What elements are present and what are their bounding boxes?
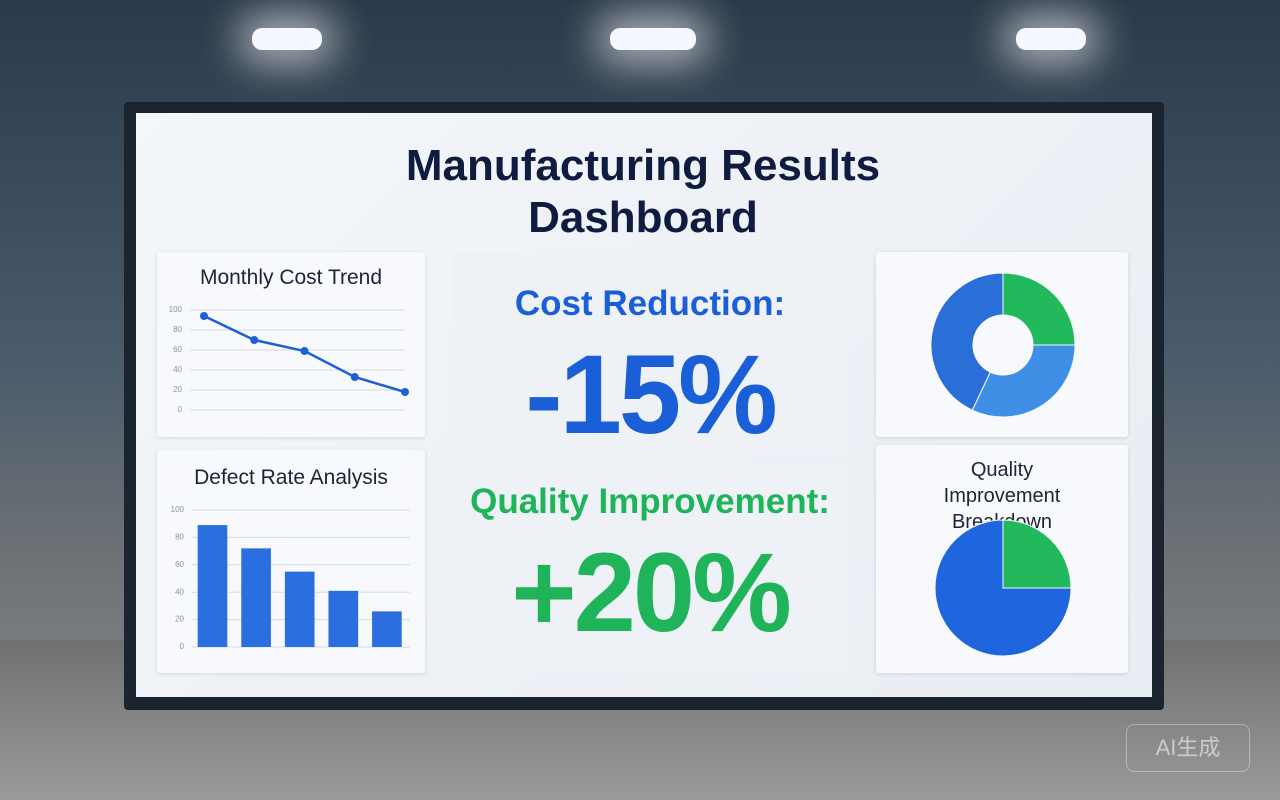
bar bbox=[197, 525, 228, 647]
bar bbox=[372, 611, 402, 647]
y-tick-label: 80 bbox=[173, 325, 182, 334]
chart-title: Defect Rate Analysis bbox=[194, 466, 388, 489]
kpi-panel bbox=[452, 465, 847, 673]
point bbox=[200, 312, 208, 320]
bar bbox=[328, 590, 359, 647]
slice bbox=[1002, 272, 1076, 346]
y-tick-label: 0 bbox=[178, 405, 183, 414]
kpi-value: -15% bbox=[525, 332, 777, 457]
y-tick-label: 40 bbox=[173, 365, 182, 374]
y-tick-label: 100 bbox=[169, 305, 183, 314]
point bbox=[401, 388, 409, 396]
y-tick-label: 20 bbox=[175, 615, 184, 624]
lamp bbox=[610, 28, 696, 50]
chart-title: Monthly Cost Trend bbox=[199, 266, 383, 289]
slice bbox=[1002, 519, 1072, 589]
point bbox=[350, 373, 359, 381]
y-tick-label: 100 bbox=[171, 505, 185, 514]
panel: Monthly Cost Trend bbox=[157, 252, 425, 437]
y-tick-label: 0 bbox=[180, 642, 185, 651]
lamp bbox=[1016, 28, 1086, 50]
bar bbox=[284, 571, 315, 647]
watermark: AI生成 bbox=[1126, 724, 1250, 772]
y-tick-label: 40 bbox=[175, 587, 184, 596]
bar bbox=[241, 548, 271, 647]
y-tick-label: 80 bbox=[175, 533, 184, 542]
kpi-panel bbox=[452, 252, 847, 457]
kpi-value: +20% bbox=[511, 530, 792, 655]
y-tick-label: 60 bbox=[175, 560, 184, 569]
y-tick-label: 60 bbox=[173, 345, 182, 354]
lamp bbox=[252, 28, 322, 50]
slice bbox=[971, 344, 1076, 418]
slice bbox=[930, 272, 1004, 411]
dashboard-title: Manufacturing Results Dashboard bbox=[405, 141, 881, 242]
slice bbox=[934, 519, 1072, 657]
kpi-label: Quality Improvement: bbox=[470, 482, 830, 521]
point bbox=[250, 336, 259, 344]
kpi-label: Cost Reduction: bbox=[514, 284, 786, 323]
y-tick-label: 20 bbox=[173, 385, 182, 394]
point bbox=[300, 347, 309, 355]
